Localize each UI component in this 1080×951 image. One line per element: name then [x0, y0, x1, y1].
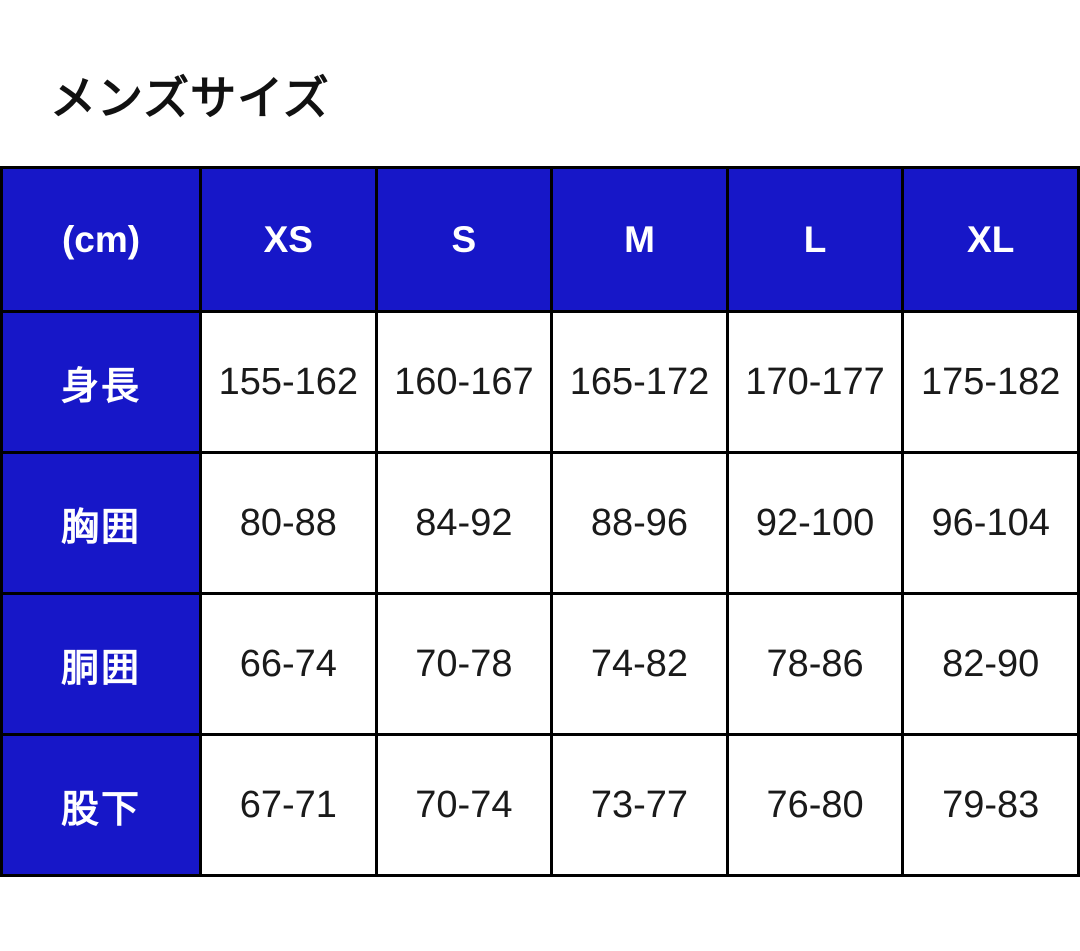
cell-height-l: 170-177: [725, 310, 905, 454]
cell-height-s: 160-167: [374, 310, 554, 454]
page-title: メンズサイズ: [50, 72, 330, 124]
table-header-row: (cm) XS S M L XL: [0, 166, 1080, 313]
cell-inseam-xs: 67-71: [199, 733, 378, 877]
header-cell-xl: XL: [901, 166, 1080, 313]
cell-waist-l: 78-86: [725, 592, 905, 736]
cell-chest-xs: 80-88: [199, 451, 378, 595]
table-row-chest: 胸囲 80-88 84-92 88-96 92-100 96-104: [0, 451, 1080, 595]
header-cell-l: L: [725, 166, 905, 313]
cell-height-xl: 175-182: [901, 310, 1080, 454]
cell-waist-m: 74-82: [550, 592, 729, 736]
table-row-inseam: 股下 67-71 70-74 73-77 76-80 79-83: [0, 733, 1080, 877]
header-cell-xs: XS: [199, 166, 378, 313]
cell-waist-xl: 82-90: [901, 592, 1080, 736]
cell-waist-xs: 66-74: [199, 592, 378, 736]
cell-inseam-l: 76-80: [725, 733, 905, 877]
header-cell-s: S: [374, 166, 554, 313]
cell-inseam-xl: 79-83: [901, 733, 1080, 877]
mens-size-table: (cm) XS S M L XL 身長 155-162 160-167 165-…: [0, 166, 1080, 877]
header-cell-m: M: [550, 166, 729, 313]
table-row-height: 身長 155-162 160-167 165-172 170-177 175-1…: [0, 310, 1080, 454]
cell-waist-s: 70-78: [374, 592, 554, 736]
cell-height-xs: 155-162: [199, 310, 378, 454]
cell-height-m: 165-172: [550, 310, 729, 454]
row-label-waist: 胴囲: [0, 592, 202, 736]
cell-inseam-s: 70-74: [374, 733, 554, 877]
row-label-inseam: 股下: [0, 733, 202, 877]
header-cell-unit: (cm): [0, 166, 202, 313]
cell-chest-xl: 96-104: [901, 451, 1080, 595]
row-label-chest: 胸囲: [0, 451, 202, 595]
cell-inseam-m: 73-77: [550, 733, 729, 877]
cell-chest-m: 88-96: [550, 451, 729, 595]
row-label-height: 身長: [0, 310, 202, 454]
cell-chest-l: 92-100: [725, 451, 905, 595]
table-row-waist: 胴囲 66-74 70-78 74-82 78-86 82-90: [0, 592, 1080, 736]
cell-chest-s: 84-92: [374, 451, 554, 595]
